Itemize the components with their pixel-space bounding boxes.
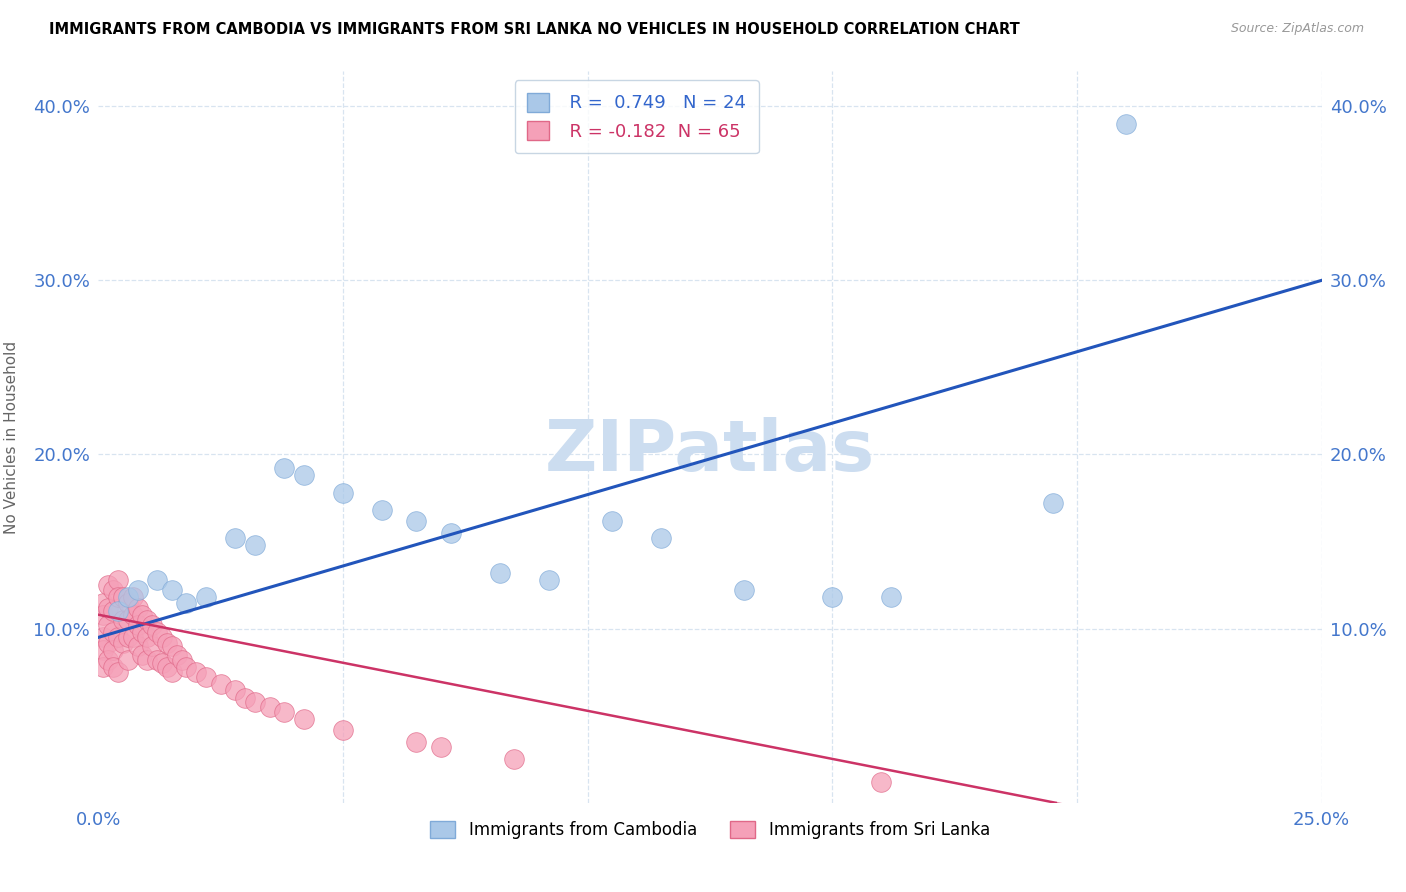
- Point: [121, 631, 143, 645]
- Point: [332, 723, 354, 737]
- Point: [650, 531, 672, 545]
- Point: [136, 631, 159, 645]
- Point: [111, 635, 134, 649]
- Point: [880, 591, 903, 605]
- Text: IMMIGRANTS FROM CAMBODIA VS IMMIGRANTS FROM SRI LANKA NO VEHICLES IN HOUSEHOLD C: IMMIGRANTS FROM CAMBODIA VS IMMIGRANTS F…: [49, 22, 1019, 37]
- Point: [186, 665, 208, 680]
- Point: [101, 583, 124, 598]
- Point: [97, 618, 120, 632]
- Point: [170, 653, 193, 667]
- Point: [146, 625, 169, 640]
- Point: [91, 660, 114, 674]
- Point: [117, 595, 139, 609]
- Point: [259, 700, 281, 714]
- Point: [195, 591, 218, 605]
- Point: [136, 613, 159, 627]
- Point: [131, 625, 153, 640]
- Point: [156, 635, 179, 649]
- Point: [405, 735, 427, 749]
- Point: [160, 665, 183, 680]
- Point: [127, 600, 149, 615]
- Point: [405, 514, 427, 528]
- Point: [141, 639, 163, 653]
- Point: [292, 712, 315, 726]
- Point: [107, 631, 129, 645]
- Point: [156, 660, 179, 674]
- Point: [91, 631, 114, 645]
- Point: [243, 538, 266, 552]
- Point: [91, 607, 114, 622]
- Point: [141, 618, 163, 632]
- Point: [107, 665, 129, 680]
- Point: [97, 653, 120, 667]
- Point: [101, 642, 124, 657]
- Point: [107, 573, 129, 587]
- Point: [176, 660, 198, 674]
- Point: [91, 642, 114, 657]
- Point: [600, 514, 623, 528]
- Point: [150, 631, 173, 645]
- Text: Source: ZipAtlas.com: Source: ZipAtlas.com: [1230, 22, 1364, 36]
- Point: [107, 604, 129, 618]
- Point: [117, 613, 139, 627]
- Point: [97, 635, 120, 649]
- Point: [870, 775, 893, 789]
- Point: [121, 607, 143, 622]
- Point: [224, 682, 246, 697]
- Point: [821, 591, 844, 605]
- Point: [136, 653, 159, 667]
- Point: [146, 653, 169, 667]
- Point: [733, 583, 755, 598]
- Point: [97, 578, 120, 592]
- Point: [101, 625, 124, 640]
- Point: [127, 639, 149, 653]
- Point: [243, 695, 266, 709]
- Text: ZIPatlas: ZIPatlas: [546, 417, 875, 486]
- Point: [371, 503, 394, 517]
- Point: [146, 573, 169, 587]
- Point: [91, 595, 114, 609]
- Point: [160, 639, 183, 653]
- Point: [332, 485, 354, 500]
- Point: [111, 613, 134, 627]
- Point: [488, 566, 510, 580]
- Point: [131, 607, 153, 622]
- Point: [224, 531, 246, 545]
- Point: [117, 591, 139, 605]
- Point: [101, 604, 124, 618]
- Point: [127, 618, 149, 632]
- Point: [131, 648, 153, 662]
- Point: [195, 670, 218, 684]
- Point: [166, 648, 188, 662]
- Point: [1115, 117, 1137, 131]
- Point: [107, 591, 129, 605]
- Point: [176, 595, 198, 609]
- Legend: Immigrants from Cambodia, Immigrants from Sri Lanka: Immigrants from Cambodia, Immigrants fro…: [423, 814, 997, 846]
- Point: [127, 583, 149, 598]
- Point: [233, 691, 256, 706]
- Y-axis label: No Vehicles in Household: No Vehicles in Household: [4, 341, 20, 533]
- Point: [209, 677, 232, 691]
- Point: [117, 653, 139, 667]
- Point: [101, 660, 124, 674]
- Point: [430, 740, 453, 755]
- Point: [273, 705, 295, 719]
- Point: [150, 657, 173, 671]
- Point: [97, 600, 120, 615]
- Point: [1042, 496, 1064, 510]
- Point: [292, 468, 315, 483]
- Point: [537, 573, 560, 587]
- Point: [160, 583, 183, 598]
- Point: [503, 752, 526, 766]
- Point: [117, 631, 139, 645]
- Point: [111, 591, 134, 605]
- Point: [440, 525, 463, 540]
- Point: [121, 591, 143, 605]
- Point: [273, 461, 295, 475]
